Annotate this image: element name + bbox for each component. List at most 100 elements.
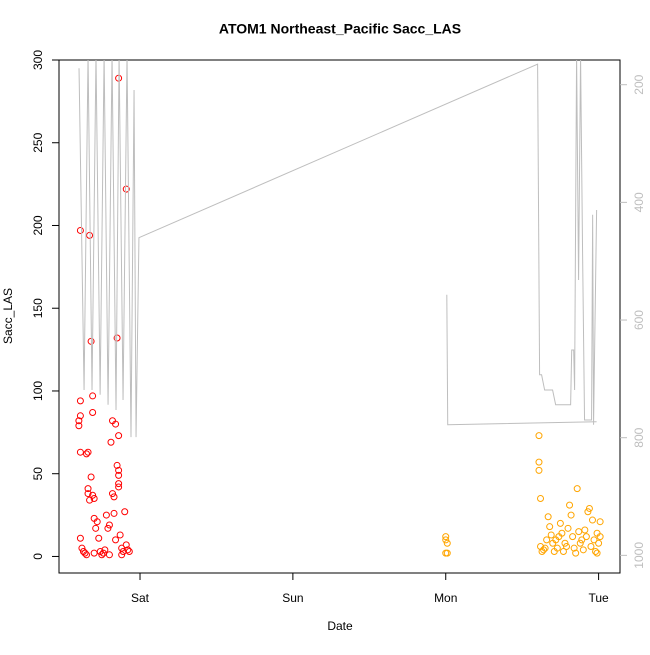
point [92,524,100,532]
point [105,521,113,529]
y-axis-label: Sacc_LAS [1,288,15,344]
point [547,531,555,539]
point [596,533,604,541]
point [576,539,584,547]
point [567,511,575,519]
point [101,546,109,554]
x-axis-label: Date [327,619,353,633]
point [104,524,112,532]
plot-area [75,60,604,559]
x-tick-label: Mon [434,591,457,605]
chart-title: ATOM1 Northeast_Pacific Sacc_LAS [219,21,461,37]
point [573,485,581,493]
point [572,549,580,557]
point [561,539,569,547]
point [112,536,120,544]
point [83,551,91,559]
point [99,549,107,557]
point [109,490,117,498]
point [115,466,123,474]
point [87,473,95,481]
point [579,546,587,554]
point [89,491,97,499]
point [93,518,101,526]
y-tick-label: 50 [31,467,45,481]
point [116,531,124,539]
point [75,417,83,425]
y-tick-label: 0 [31,553,45,560]
point [110,509,118,517]
point [95,534,103,542]
point [122,541,130,549]
point [442,536,450,544]
y2-tick-label: 1000 [632,542,646,569]
point [585,504,593,512]
point [535,432,543,440]
point [90,549,98,557]
point [105,551,113,559]
point [540,546,548,554]
point [553,544,561,552]
y2-tick-label: 200 [632,74,646,94]
point [569,533,577,541]
point [86,496,94,504]
point [570,544,578,552]
point [546,523,554,531]
point [113,461,121,469]
point [89,408,97,416]
point [556,519,564,527]
point [125,547,133,555]
point [443,539,451,547]
point [110,493,118,501]
point [535,458,543,466]
point [86,231,94,239]
point [81,549,89,557]
point [76,226,84,234]
y-tick-label: 100 [31,381,45,401]
point [541,544,549,552]
point [595,539,603,547]
point [84,448,92,456]
point [98,551,106,559]
y2-tick-label: 800 [632,427,646,447]
point [535,466,543,474]
point [596,518,604,526]
y2-tick-label: 400 [632,192,646,212]
point [588,516,596,524]
point [75,422,83,430]
point [558,529,566,537]
point [89,392,97,400]
point [590,536,598,544]
point [543,536,551,544]
point [76,534,84,542]
point [107,438,115,446]
x-tick-label: Sun [282,591,303,605]
point [537,495,545,503]
line [78,60,598,438]
y-tick-label: 200 [31,215,45,235]
y-tick-label: 300 [31,50,45,70]
point [115,432,123,440]
point [115,471,123,479]
point [575,528,583,536]
point [115,483,123,491]
point [84,485,92,493]
point [442,533,450,541]
point [118,544,126,552]
point [443,549,451,557]
point [581,526,589,534]
y2-tick-label: 600 [632,310,646,330]
point [562,543,570,551]
point [582,533,590,541]
y-tick-label: 150 [31,298,45,318]
point [592,547,600,555]
x-tick-label: Sat [131,591,150,605]
point [124,546,132,554]
point [544,513,552,521]
point [587,543,595,551]
point [564,524,572,532]
point [76,412,84,420]
point [578,536,586,544]
point [76,397,84,405]
